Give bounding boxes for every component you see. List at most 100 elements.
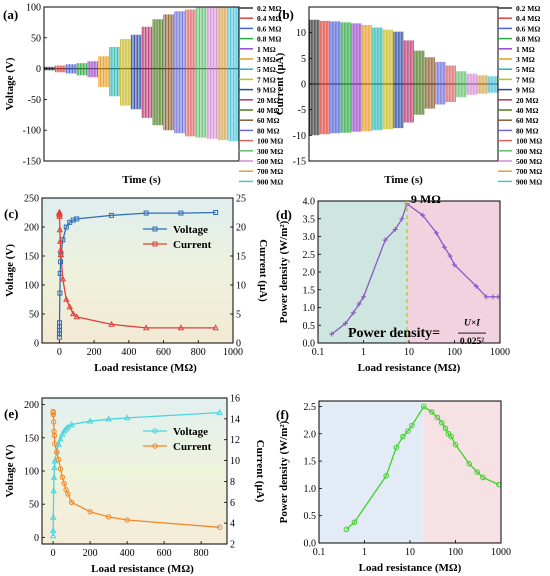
panel-d-point	[447, 253, 453, 259]
panel-d-point	[329, 331, 335, 337]
panel-e-point-current	[68, 499, 75, 505]
panel-e-series-voltage	[52, 411, 220, 536]
panel-b-legend-label: 7 MΩ	[516, 75, 535, 84]
panel-a-series-5	[98, 56, 109, 88]
panel-f-ytick-label: 0.5	[304, 511, 317, 522]
panel-f-point	[405, 428, 411, 434]
panel-c-point-current	[212, 324, 219, 331]
panel-d-point	[483, 294, 489, 300]
panel-e-point-current	[50, 419, 57, 425]
panel-e-ytick-label: 0	[34, 533, 39, 544]
panel-f-point	[393, 444, 400, 451]
panel-e-y2tick-label: 8	[230, 477, 235, 488]
panel-f-xtick-label: 0.1	[313, 547, 326, 558]
panel-e-y2tick-label: 4	[230, 519, 235, 530]
panel-e-xtick-label: 800	[194, 548, 209, 559]
panel-c-point-current	[59, 275, 67, 282]
panel-e-point-current	[54, 449, 60, 455]
panel-a-series-9	[141, 26, 153, 118]
panel-c-point-current	[73, 313, 80, 320]
panel-a-series-13	[185, 9, 196, 137]
panel-c-ytick-label: 100	[24, 281, 39, 292]
panel-e-xtick-label: 0	[51, 548, 56, 559]
panel-d-region	[318, 201, 407, 343]
panel-b-series-13	[445, 65, 456, 102]
panel-d-point	[433, 230, 439, 236]
panel-d-point	[356, 301, 362, 307]
panel-c-ytick-label: 250	[24, 194, 39, 205]
panel-a-ytick-label: 50	[31, 33, 41, 44]
panel-c-point-voltage	[56, 327, 62, 333]
panel-a-legend-label: 20 MΩ	[257, 96, 279, 105]
panel-d-ytick-label: 3.5	[303, 214, 316, 225]
panel-e-point-current	[105, 514, 112, 520]
panel-c-point-current	[56, 210, 63, 216]
panel-f-point	[383, 473, 390, 479]
panel-a-series-15	[206, 7, 218, 139]
panel-a-series-2	[65, 64, 77, 74]
panel-d-peak-label: 9 MΩ	[411, 192, 441, 206]
panel-a-ytick-label: 100	[26, 3, 41, 14]
panel-d-chart: 0.0 0.5 1.0 1.5 2.0 2.5 3.0 3.5 4.0 0.1 1 10 100 1000…	[278, 192, 510, 374]
panel-f-point	[400, 433, 406, 440]
panel-c-point-current	[56, 237, 64, 244]
panel-f-ylabel: Power density (W/m²)	[278, 420, 290, 523]
panel-b-series-11	[424, 57, 435, 109]
panel-a-series-4	[87, 61, 98, 78]
panel-a-legend-label: 0.6 MΩ	[257, 24, 281, 33]
panel-c-legend-label: Current	[173, 239, 212, 251]
panel-b-legend-label: 100 MΩ	[516, 137, 542, 146]
panel-d-xlabel: Load resistance (MΩ)	[358, 362, 461, 374]
panel-f-panel-label: (f)	[276, 407, 289, 422]
panel-c-point-voltage	[70, 217, 76, 223]
panel-b-series-17	[487, 76, 498, 93]
panel-d-point	[392, 226, 398, 232]
panel-d-xtick-label: 100	[447, 347, 462, 358]
panel-b-ytick-label: -15	[293, 157, 306, 168]
panel-c-y2tick-label: 0	[236, 339, 241, 350]
panel-b-legend-label: 80 MΩ	[516, 126, 538, 135]
panel-c-y2tick-label: 20	[236, 223, 246, 234]
panel-c-y2tick-label: 15	[236, 252, 246, 263]
panel-c-point-voltage	[56, 334, 62, 340]
panel-e-point-current	[57, 466, 64, 472]
panel-e-point-voltage	[68, 420, 75, 427]
panel-e-point-current	[65, 491, 71, 497]
panel-e-y2tick-label: 14	[230, 414, 240, 425]
panel-b-series-5	[361, 25, 372, 132]
panel-a-series-1	[55, 65, 66, 73]
panel-c-xtick-label: 600	[156, 347, 171, 358]
panel-f-point	[466, 461, 472, 467]
panel-b-ytick-label: 10	[296, 28, 306, 39]
panel-d-point	[420, 212, 426, 218]
panel-f-point	[343, 526, 350, 533]
panel-e-ytick-label: 150	[24, 433, 39, 444]
panel-a-ytick-label: -100	[23, 126, 41, 137]
panel-b-legend-label: 0.8 MΩ	[516, 35, 540, 44]
panel-a-legend-label: 0.4 MΩ	[257, 14, 281, 23]
panel-b-legend-label: 0.4 MΩ	[516, 14, 540, 23]
panel-d-ytick-label: 4.0	[303, 197, 316, 208]
panel-a-series-7	[120, 39, 131, 106]
panel-e-xtick-label: 400	[120, 548, 135, 559]
panel-f-xtick-label: 10	[405, 547, 415, 558]
panel-c-point-voltage	[63, 224, 69, 230]
panel-a-legend-label: 0.2 MΩ	[257, 4, 281, 13]
panel-b-series-10	[414, 50, 425, 115]
panel-d-formula-denominator: 0.025²	[460, 337, 484, 347]
panel-d-ytick-label: 3.0	[303, 232, 316, 243]
panel-d-ytick-label: 1.5	[303, 285, 316, 296]
panel-a-legend-label: 3 MΩ	[257, 55, 276, 64]
panel-d-point	[361, 294, 366, 300]
panel-a-xlabel: Time (s)	[122, 174, 161, 186]
panel-a-series-17	[228, 7, 239, 142]
panel-c-point-current	[177, 324, 185, 331]
panel-b-series-6	[372, 27, 383, 131]
panel-f-ytick-label: 2.0	[304, 429, 317, 440]
panel-e-point-voltage	[50, 473, 58, 480]
panel-b-ytick-label: 0	[301, 80, 306, 91]
panel-a-chart: 100 50 0 -50 -100 -150 0.2 MΩ0.4 MΩ0.6 MΩ 0.8 M…	[4, 3, 283, 187]
panel-b-series-16	[477, 75, 488, 94]
panel-a-legend-label: 0.8 MΩ	[257, 35, 281, 44]
